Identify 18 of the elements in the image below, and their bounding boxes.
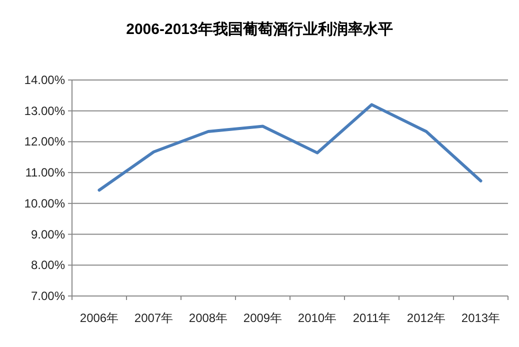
x-tick-label: 2006年 <box>80 311 119 325</box>
x-tick-label: 2009年 <box>243 311 282 325</box>
y-tick-label: 7.00% <box>30 289 66 303</box>
y-tick-label: 11.00% <box>25 166 66 180</box>
y-tick-label: 9.00% <box>30 227 66 242</box>
y-tick-label: 8.00% <box>30 258 66 272</box>
x-tick-label: 2011年 <box>352 311 391 325</box>
x-tick-label: 2007年 <box>134 311 174 325</box>
y-tick-label: 12.00% <box>24 134 66 149</box>
line-series <box>98 103 482 192</box>
x-tick-label: 2010年 <box>298 311 337 325</box>
x-tick-label: 2012年 <box>406 311 446 325</box>
y-tick-label: 10.00% <box>24 196 66 210</box>
chart-title: 2006-2013年我国葡萄酒行业利润率水平 <box>126 20 393 38</box>
x-tick-label: 2008年 <box>188 311 228 325</box>
y-tick-label: 13.00% <box>24 104 66 118</box>
x-tick-label: 2013年 <box>461 311 500 325</box>
y-tick-label: 14.00% <box>24 73 66 87</box>
